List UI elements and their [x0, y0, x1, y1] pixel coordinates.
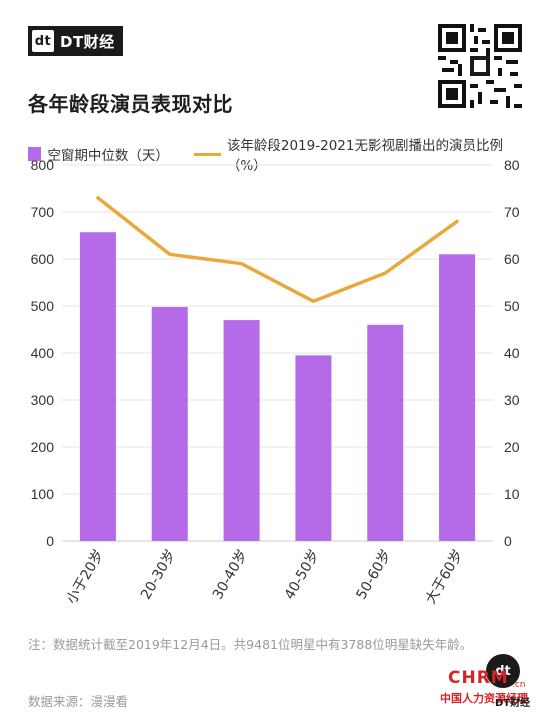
y-right-tick-label: 10: [504, 486, 520, 502]
bar: [151, 306, 188, 541]
line-point: [383, 271, 387, 275]
chart-legend: 空窗期中位数（天） 该年龄段2019-2021无影视剧播出的演员比例（%）: [28, 134, 530, 174]
y-left-tick-label: 300: [31, 392, 55, 408]
y-right-tick-label: 50: [504, 298, 520, 314]
brand-logo: dt DT财经: [28, 26, 123, 56]
y-left-tick-label: 200: [31, 439, 55, 455]
line-point: [311, 299, 315, 303]
x-tick-label: 30-40岁: [210, 547, 251, 602]
legend-bar-label: 空窗期中位数（天）: [47, 148, 169, 164]
y-left-tick-label: 500: [31, 298, 55, 314]
line-point: [168, 252, 172, 256]
y-left-tick-label: 700: [31, 204, 55, 220]
bar: [439, 254, 476, 542]
line-point: [455, 219, 459, 223]
watermark-cn: .cn: [512, 680, 526, 690]
bar: [367, 324, 404, 541]
y-right-tick-label: 80: [504, 157, 520, 173]
logo-mark: dt: [32, 30, 54, 52]
y-right-tick-label: 0: [504, 533, 512, 549]
legend-line-label: 该年龄段2019-2021无影视剧播出的演员比例（%）: [226, 138, 503, 174]
bar: [295, 355, 332, 541]
y-right-tick-label: 40: [504, 345, 520, 361]
watermark-subtext: 中国人力资源经理: [440, 692, 528, 705]
data-source: 数据来源：漫漫看: [28, 694, 129, 709]
x-tick-label: 大于60岁: [423, 547, 467, 607]
bar: [223, 320, 260, 541]
bar: [79, 232, 116, 541]
legend-bar-swatch: [28, 147, 42, 161]
y-right-tick-label: 20: [504, 439, 520, 455]
y-left-tick-label: 800: [31, 157, 55, 173]
x-tick-label: 小于20岁: [64, 547, 108, 607]
page-title: 各年龄段演员表现对比: [28, 92, 233, 116]
line-series: [96, 196, 459, 304]
y-right-tick-label: 60: [504, 251, 520, 267]
line-point: [240, 262, 244, 266]
legend-line-swatch: [194, 152, 221, 156]
y-right-tick-label: 30: [504, 392, 520, 408]
qr-code-icon: [438, 24, 522, 108]
x-tick-label: 50-60岁: [354, 547, 395, 602]
footnote: 注：数据统计截至2019年12月4日。共9481位明星中有3788位明星缺失年龄…: [28, 637, 473, 652]
y-right-tick-label: 70: [504, 204, 520, 220]
watermark-text: CHRM: [448, 668, 509, 688]
watermark-logo: dt: [486, 654, 520, 688]
x-tick-label: 20-30岁: [138, 547, 179, 602]
x-tick-label: 40-50岁: [282, 547, 323, 602]
logo-text: DT财经: [60, 32, 115, 51]
y-left-tick-label: 600: [31, 251, 55, 267]
y-left-tick-label: 400: [31, 345, 55, 361]
watermark-dt: DT财经: [495, 698, 531, 709]
y-left-tick-label: 100: [31, 486, 55, 502]
line-point: [96, 196, 100, 200]
y-left-tick-label: 0: [46, 533, 54, 549]
